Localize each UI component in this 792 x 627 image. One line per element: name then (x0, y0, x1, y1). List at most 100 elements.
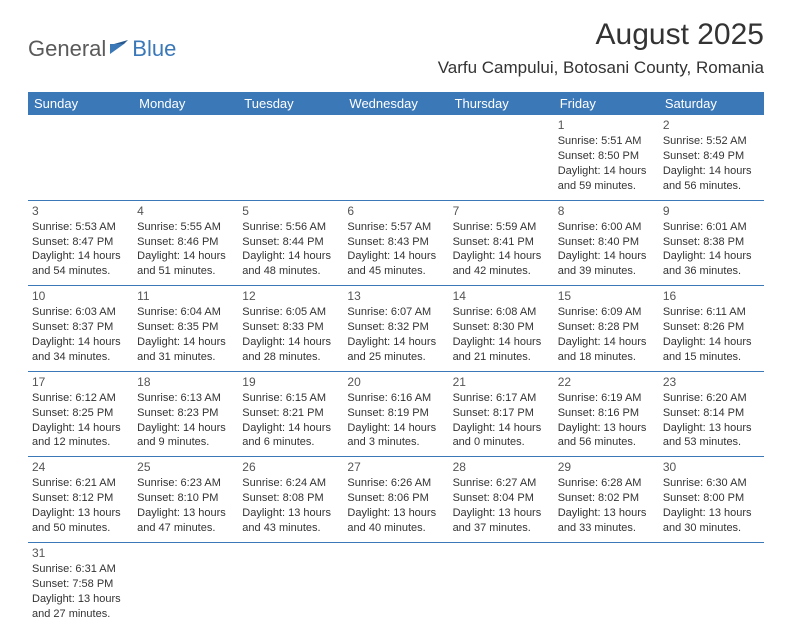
calendar-day-cell: 30Sunrise: 6:30 AMSunset: 8:00 PMDayligh… (659, 457, 764, 543)
calendar-table: SundayMondayTuesdayWednesdayThursdayFrid… (28, 92, 764, 627)
sunset-text: Sunset: 8:14 PM (663, 406, 760, 421)
sunrise-text: Sunrise: 6:07 AM (347, 305, 444, 320)
sunrise-text: Sunrise: 6:09 AM (558, 305, 655, 320)
daylight-text: Daylight: 13 hours and 43 minutes. (242, 506, 339, 536)
weekday-header: Monday (133, 92, 238, 115)
day-number: 20 (347, 374, 444, 390)
sunset-text: Sunset: 8:38 PM (663, 235, 760, 250)
daylight-text: Daylight: 14 hours and 28 minutes. (242, 335, 339, 365)
calendar-week-row: 3Sunrise: 5:53 AMSunset: 8:47 PMDaylight… (28, 200, 764, 286)
sunrise-text: Sunrise: 6:17 AM (453, 391, 550, 406)
daylight-text: Daylight: 14 hours and 51 minutes. (137, 249, 234, 279)
day-number: 7 (453, 203, 550, 219)
sunrise-text: Sunrise: 5:55 AM (137, 220, 234, 235)
daylight-text: Daylight: 14 hours and 18 minutes. (558, 335, 655, 365)
calendar-day-cell: 29Sunrise: 6:28 AMSunset: 8:02 PMDayligh… (554, 457, 659, 543)
calendar-week-row: 10Sunrise: 6:03 AMSunset: 8:37 PMDayligh… (28, 286, 764, 372)
daylight-text: Daylight: 13 hours and 56 minutes. (558, 421, 655, 451)
calendar-day-cell (449, 542, 554, 627)
day-number: 18 (137, 374, 234, 390)
sunset-text: Sunset: 8:32 PM (347, 320, 444, 335)
day-number: 25 (137, 459, 234, 475)
day-number: 30 (663, 459, 760, 475)
weekday-header: Tuesday (238, 92, 343, 115)
calendar-day-cell: 6Sunrise: 5:57 AMSunset: 8:43 PMDaylight… (343, 200, 448, 286)
calendar-day-cell: 1Sunrise: 5:51 AMSunset: 8:50 PMDaylight… (554, 115, 659, 200)
daylight-text: Daylight: 14 hours and 45 minutes. (347, 249, 444, 279)
sunrise-text: Sunrise: 5:53 AM (32, 220, 129, 235)
daylight-text: Daylight: 13 hours and 27 minutes. (32, 592, 129, 622)
day-number: 9 (663, 203, 760, 219)
calendar-day-cell: 19Sunrise: 6:15 AMSunset: 8:21 PMDayligh… (238, 371, 343, 457)
sunrise-text: Sunrise: 6:08 AM (453, 305, 550, 320)
daylight-text: Daylight: 14 hours and 6 minutes. (242, 421, 339, 451)
calendar-day-cell: 22Sunrise: 6:19 AMSunset: 8:16 PMDayligh… (554, 371, 659, 457)
calendar-day-cell: 13Sunrise: 6:07 AMSunset: 8:32 PMDayligh… (343, 286, 448, 372)
calendar-week-row: 31Sunrise: 6:31 AMSunset: 7:58 PMDayligh… (28, 542, 764, 627)
day-number: 22 (558, 374, 655, 390)
daylight-text: Daylight: 13 hours and 33 minutes. (558, 506, 655, 536)
sunset-text: Sunset: 8:12 PM (32, 491, 129, 506)
daylight-text: Daylight: 13 hours and 50 minutes. (32, 506, 129, 536)
daylight-text: Daylight: 14 hours and 21 minutes. (453, 335, 550, 365)
weekday-header: Sunday (28, 92, 133, 115)
daylight-text: Daylight: 14 hours and 42 minutes. (453, 249, 550, 279)
calendar-day-cell: 31Sunrise: 6:31 AMSunset: 7:58 PMDayligh… (28, 542, 133, 627)
sunrise-text: Sunrise: 6:26 AM (347, 476, 444, 491)
calendar-week-row: 1Sunrise: 5:51 AMSunset: 8:50 PMDaylight… (28, 115, 764, 200)
sunset-text: Sunset: 8:46 PM (137, 235, 234, 250)
day-number: 27 (347, 459, 444, 475)
sunrise-text: Sunrise: 5:51 AM (558, 134, 655, 149)
calendar-day-cell (343, 542, 448, 627)
calendar-week-row: 17Sunrise: 6:12 AMSunset: 8:25 PMDayligh… (28, 371, 764, 457)
calendar-day-cell: 14Sunrise: 6:08 AMSunset: 8:30 PMDayligh… (449, 286, 554, 372)
day-number: 23 (663, 374, 760, 390)
sunrise-text: Sunrise: 6:03 AM (32, 305, 129, 320)
daylight-text: Daylight: 13 hours and 53 minutes. (663, 421, 760, 451)
day-number: 24 (32, 459, 129, 475)
calendar-day-cell: 3Sunrise: 5:53 AMSunset: 8:47 PMDaylight… (28, 200, 133, 286)
daylight-text: Daylight: 14 hours and 34 minutes. (32, 335, 129, 365)
calendar-day-cell: 24Sunrise: 6:21 AMSunset: 8:12 PMDayligh… (28, 457, 133, 543)
day-number: 1 (558, 117, 655, 133)
calendar-day-cell (133, 542, 238, 627)
calendar-day-cell: 4Sunrise: 5:55 AMSunset: 8:46 PMDaylight… (133, 200, 238, 286)
daylight-text: Daylight: 14 hours and 31 minutes. (137, 335, 234, 365)
sunset-text: Sunset: 8:37 PM (32, 320, 129, 335)
sunrise-text: Sunrise: 6:11 AM (663, 305, 760, 320)
flag-icon (110, 40, 130, 61)
daylight-text: Daylight: 14 hours and 54 minutes. (32, 249, 129, 279)
weekday-header: Friday (554, 92, 659, 115)
calendar-day-cell (133, 115, 238, 200)
calendar-day-cell: 21Sunrise: 6:17 AMSunset: 8:17 PMDayligh… (449, 371, 554, 457)
calendar-day-cell: 5Sunrise: 5:56 AMSunset: 8:44 PMDaylight… (238, 200, 343, 286)
day-number: 11 (137, 288, 234, 304)
sunrise-text: Sunrise: 6:12 AM (32, 391, 129, 406)
sunset-text: Sunset: 8:43 PM (347, 235, 444, 250)
daylight-text: Daylight: 13 hours and 30 minutes. (663, 506, 760, 536)
sunset-text: Sunset: 8:00 PM (663, 491, 760, 506)
calendar-day-cell (449, 115, 554, 200)
calendar-day-cell: 27Sunrise: 6:26 AMSunset: 8:06 PMDayligh… (343, 457, 448, 543)
calendar-day-cell (238, 542, 343, 627)
calendar-day-cell: 12Sunrise: 6:05 AMSunset: 8:33 PMDayligh… (238, 286, 343, 372)
sunrise-text: Sunrise: 6:21 AM (32, 476, 129, 491)
day-number: 28 (453, 459, 550, 475)
sunset-text: Sunset: 8:50 PM (558, 149, 655, 164)
daylight-text: Daylight: 13 hours and 40 minutes. (347, 506, 444, 536)
day-number: 10 (32, 288, 129, 304)
daylight-text: Daylight: 14 hours and 39 minutes. (558, 249, 655, 279)
month-title: August 2025 (438, 18, 764, 52)
calendar-day-cell (238, 115, 343, 200)
sunset-text: Sunset: 8:23 PM (137, 406, 234, 421)
sunrise-text: Sunrise: 6:15 AM (242, 391, 339, 406)
day-number: 19 (242, 374, 339, 390)
sunset-text: Sunset: 8:47 PM (32, 235, 129, 250)
sunset-text: Sunset: 8:21 PM (242, 406, 339, 421)
sunrise-text: Sunrise: 5:57 AM (347, 220, 444, 235)
sunrise-text: Sunrise: 5:59 AM (453, 220, 550, 235)
calendar-day-cell: 10Sunrise: 6:03 AMSunset: 8:37 PMDayligh… (28, 286, 133, 372)
sunrise-text: Sunrise: 6:28 AM (558, 476, 655, 491)
day-number: 16 (663, 288, 760, 304)
sunrise-text: Sunrise: 6:27 AM (453, 476, 550, 491)
